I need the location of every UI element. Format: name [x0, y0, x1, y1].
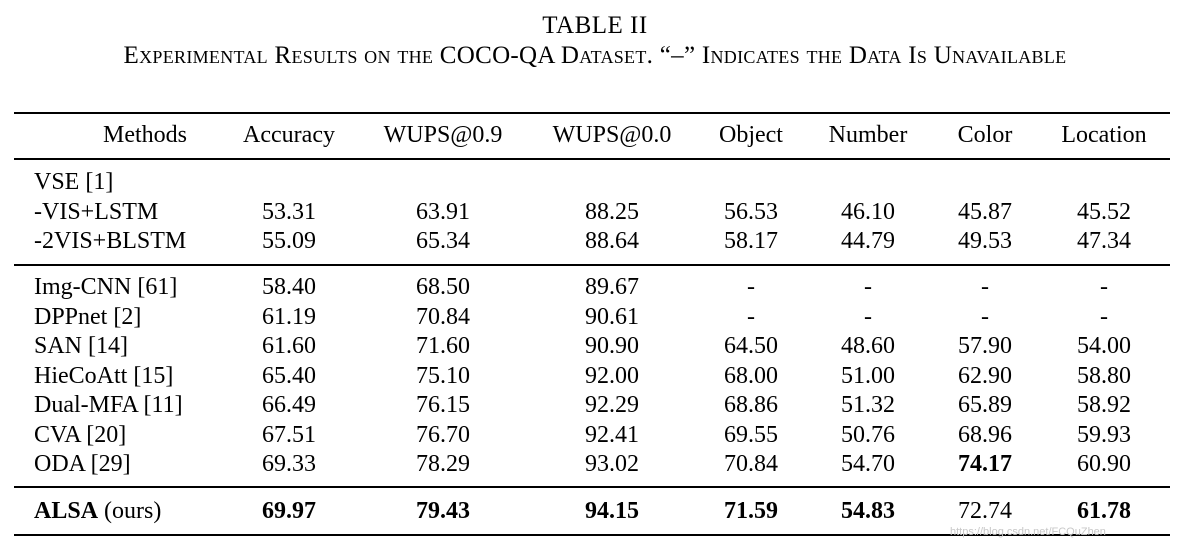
value-cell: 54.00: [1077, 333, 1131, 359]
value-cell: 72.74: [958, 498, 1012, 524]
method-cell: Dual-MFA [11]: [34, 392, 183, 418]
value-cell: 66.49: [262, 392, 316, 418]
bottom-rule: [14, 534, 1170, 536]
value-cell: 68.86: [724, 392, 778, 418]
method-cell: SAN [14]: [34, 333, 128, 359]
value-cell: -: [981, 303, 989, 330]
value-cell: 70.84: [416, 303, 470, 330]
value-cell: 92.41: [585, 421, 639, 448]
value-cell: 67.51: [262, 421, 316, 448]
method-cell: CVA [20]: [34, 421, 127, 448]
table-caption: Experimental Results on the COCO-QA Data…: [123, 42, 1067, 69]
value-cell: 45.52: [1077, 198, 1131, 225]
top-rule: [14, 112, 1170, 114]
value-cell: 57.90: [958, 333, 1012, 359]
method-suffix: (ours): [98, 498, 162, 524]
value-cell: 74.17: [958, 451, 1012, 477]
column-header: Accuracy: [243, 122, 335, 148]
value-cell: 92.29: [585, 392, 639, 418]
value-cell: 89.67: [585, 274, 639, 300]
value-cell: 65.40: [262, 362, 316, 389]
value-cell: 58.80: [1077, 362, 1131, 389]
value-cell: 65.89: [958, 392, 1012, 418]
value-cell: 51.32: [841, 392, 895, 418]
value-cell: 58.92: [1077, 392, 1131, 418]
method-cell: ALSA (ours): [34, 496, 161, 526]
value-cell: 75.10: [416, 362, 470, 389]
value-cell: 62.90: [958, 362, 1012, 389]
method-cell: -2VIS+BLSTM: [34, 228, 187, 254]
value-cell: 53.31: [262, 198, 316, 225]
value-cell: 70.84: [724, 451, 778, 477]
column-header: Color: [957, 122, 1013, 148]
column-header: WUPS@0.9: [383, 122, 503, 148]
method-cell: HieCoAtt [15]: [34, 362, 174, 389]
value-cell: 54.83: [841, 498, 895, 524]
value-cell: 63.91: [416, 198, 470, 225]
value-cell: 68.50: [416, 274, 470, 300]
header-rule: [14, 158, 1170, 160]
value-cell: 68.96: [958, 421, 1012, 448]
value-cell: 76.70: [416, 421, 470, 448]
value-cell: 50.76: [841, 421, 895, 448]
table-label: TABLE II: [542, 12, 648, 39]
group-rule-2: [14, 486, 1170, 488]
value-cell: 68.00: [724, 362, 778, 389]
value-cell: 49.53: [958, 228, 1012, 254]
value-cell: 44.79: [841, 228, 895, 254]
value-cell: 45.87: [958, 198, 1012, 225]
watermark: https://blog.csdn.net/FCQuZhen: [950, 526, 1106, 538]
method-cell: DPPnet [2]: [34, 303, 142, 330]
value-cell: 78.29: [416, 451, 470, 477]
value-cell: -: [747, 303, 755, 330]
value-cell: 61.19: [262, 303, 316, 330]
value-cell: 56.53: [724, 198, 778, 225]
value-cell: 69.55: [724, 421, 778, 448]
value-cell: 61.60: [262, 333, 316, 359]
value-cell: 69.97: [262, 498, 316, 524]
value-cell: -: [1100, 303, 1108, 330]
value-cell: 58.40: [262, 274, 316, 300]
value-cell: 71.59: [724, 498, 778, 524]
value-cell: 90.90: [585, 333, 639, 359]
value-cell: 64.50: [724, 333, 778, 359]
value-cell: 51.00: [841, 362, 895, 389]
value-cell: 69.33: [262, 451, 316, 477]
value-cell: 90.61: [585, 303, 639, 330]
value-cell: 79.43: [416, 498, 470, 524]
value-cell: 92.00: [585, 362, 639, 389]
method-cell: Img-CNN [61]: [34, 274, 178, 300]
value-cell: -: [981, 274, 989, 300]
column-header: Object: [719, 122, 783, 148]
value-cell: 59.93: [1077, 421, 1131, 448]
column-header: WUPS@0.0: [552, 122, 672, 148]
value-cell: 65.34: [416, 228, 470, 254]
value-cell: 47.34: [1077, 228, 1131, 254]
value-cell: 58.17: [724, 228, 778, 254]
group-rule-1: [14, 264, 1170, 266]
column-header: Location: [1061, 122, 1147, 148]
method-name-bold: ALSA: [34, 498, 99, 524]
column-header: Methods: [103, 122, 187, 148]
value-cell: -: [864, 303, 872, 330]
value-cell: 76.15: [416, 392, 470, 418]
value-cell: 93.02: [585, 451, 639, 477]
value-cell: 48.60: [841, 333, 895, 359]
value-cell: 54.70: [841, 451, 895, 477]
method-cell: VSE [1]: [34, 169, 114, 195]
column-header: Number: [828, 122, 908, 148]
value-cell: -: [864, 274, 872, 300]
value-cell: 88.64: [585, 228, 639, 254]
value-cell: 46.10: [841, 198, 895, 225]
value-cell: -: [1100, 274, 1108, 300]
value-cell: 55.09: [262, 228, 316, 254]
value-cell: -: [747, 274, 755, 300]
method-cell: -VIS+LSTM: [34, 198, 159, 225]
value-cell: 88.25: [585, 198, 639, 225]
value-cell: 60.90: [1077, 451, 1131, 477]
value-cell: 71.60: [416, 333, 470, 359]
value-cell: 61.78: [1077, 498, 1131, 524]
value-cell: 94.15: [585, 498, 639, 524]
method-cell: ODA [29]: [34, 451, 131, 477]
